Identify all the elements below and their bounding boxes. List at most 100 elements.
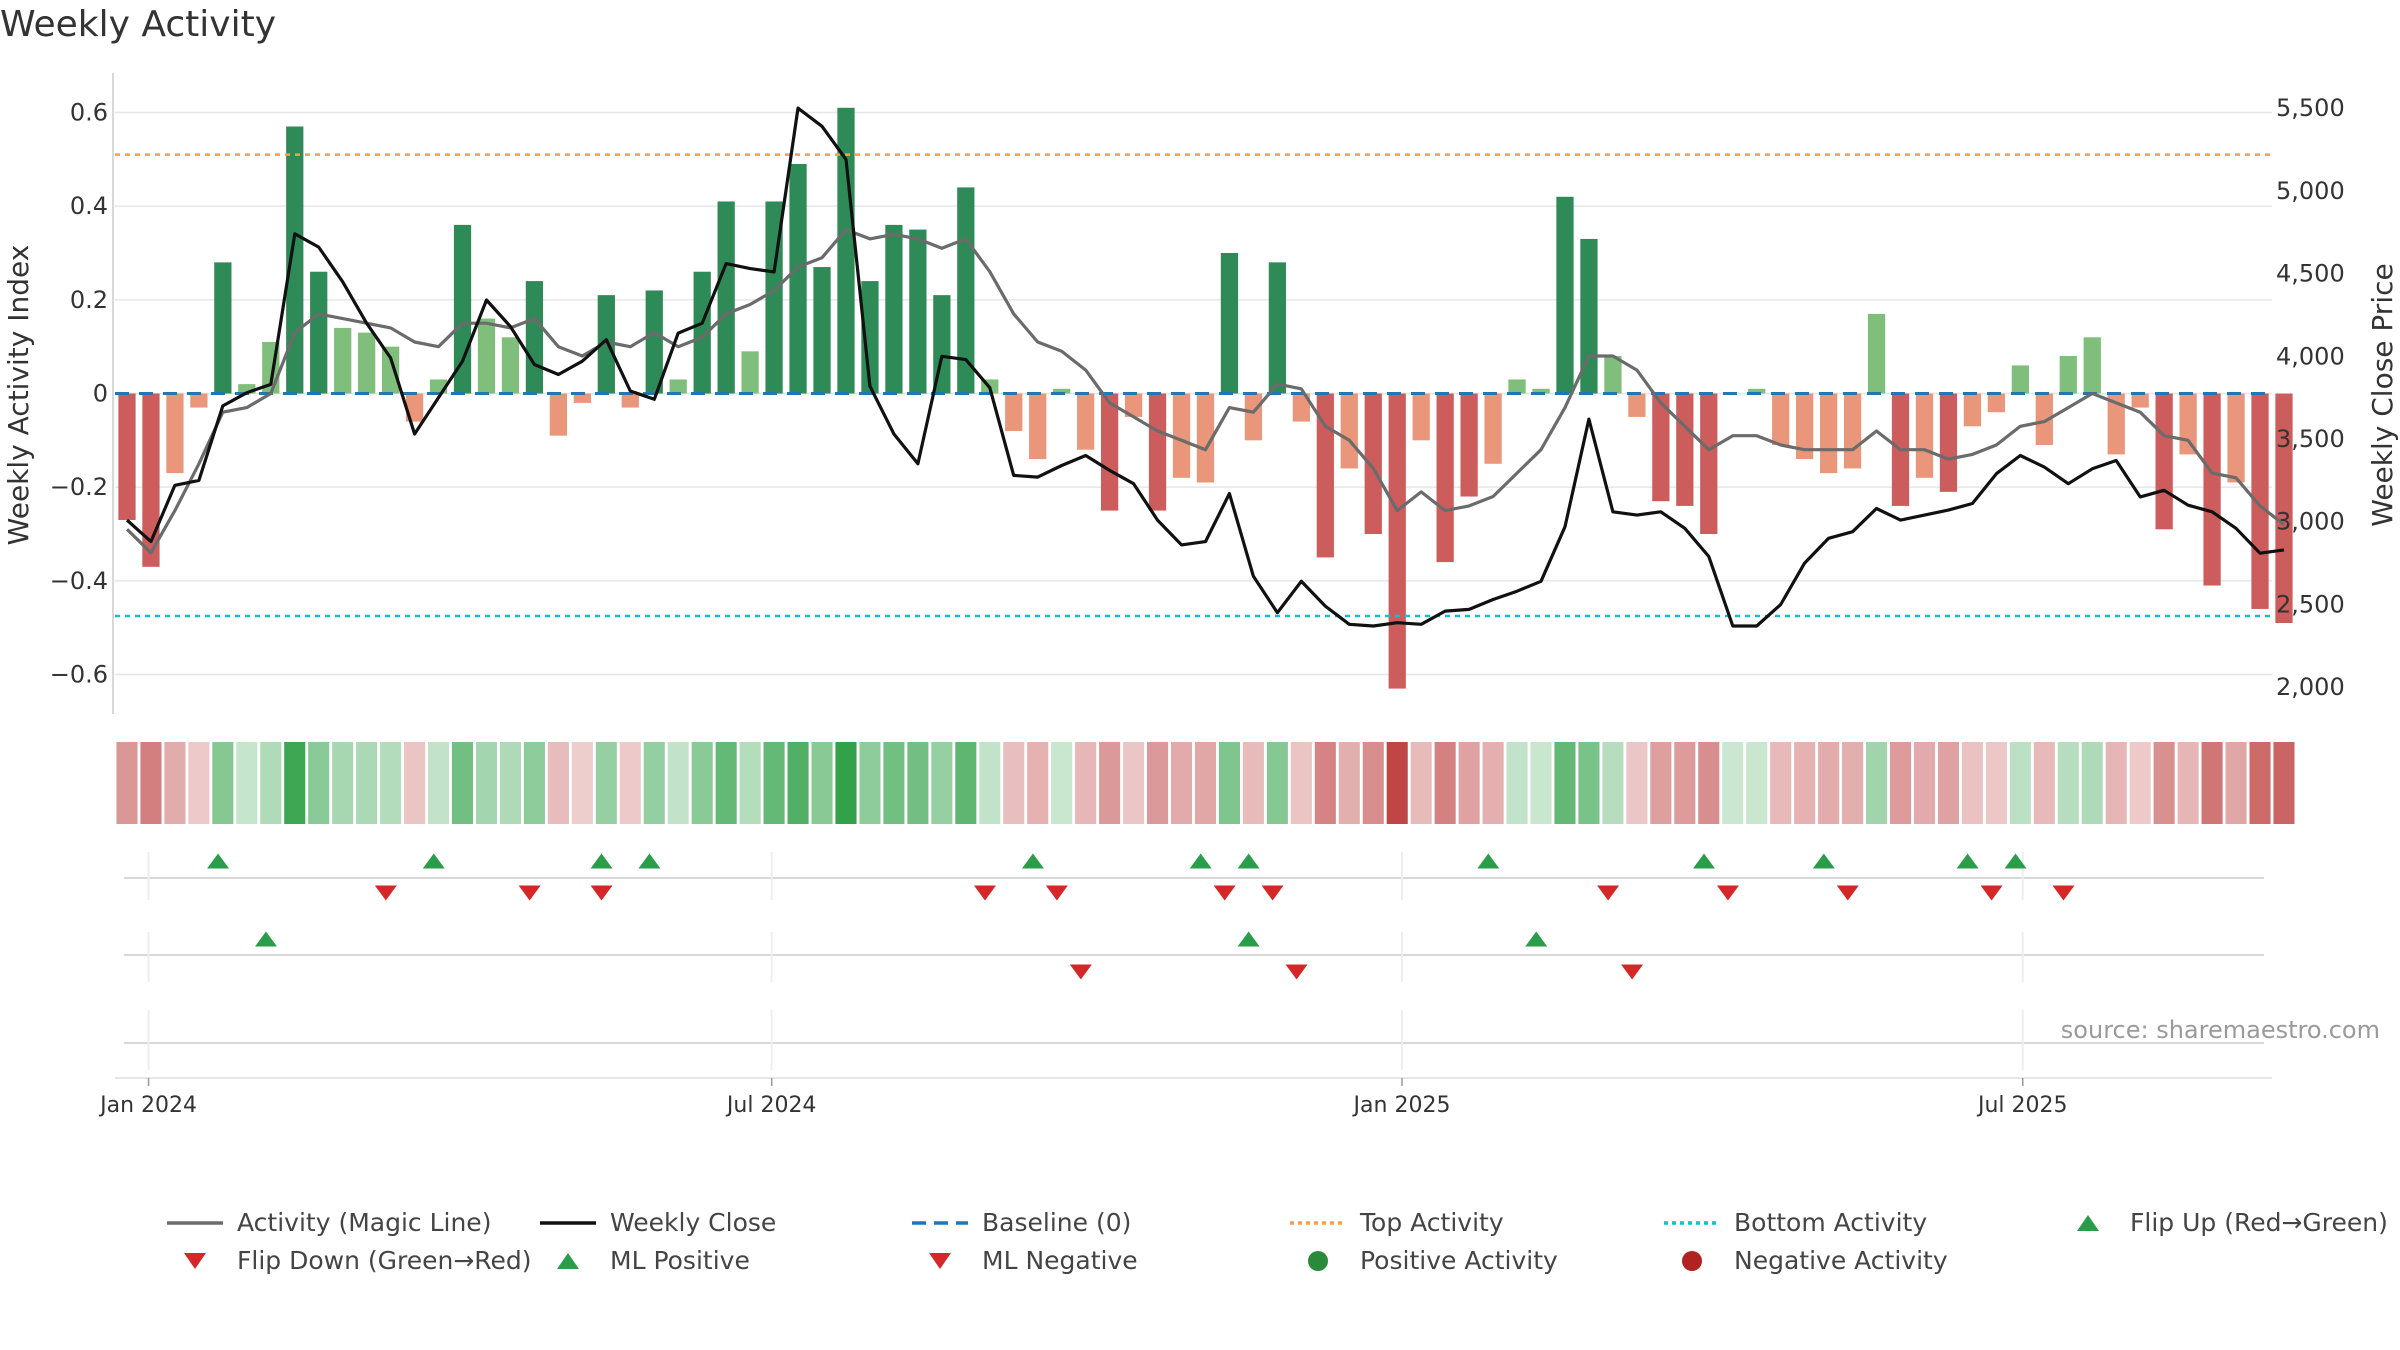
activity-bar bbox=[1628, 393, 1646, 417]
heat-cell bbox=[1482, 742, 1504, 824]
heat-cell bbox=[140, 742, 162, 824]
heat-cell bbox=[1170, 742, 1193, 824]
heat-cell bbox=[332, 742, 354, 824]
flip-down-marker bbox=[2052, 885, 2075, 901]
flip-up-marker bbox=[1237, 853, 1260, 869]
heat-cell bbox=[116, 742, 138, 824]
heat-cell bbox=[1578, 742, 1600, 824]
y-tick-label: 0.6 bbox=[70, 98, 108, 126]
heat-cell bbox=[1123, 742, 1145, 824]
heat-cell bbox=[763, 742, 785, 824]
y2-tick-label: 5,500 bbox=[2276, 94, 2345, 122]
heat-cell bbox=[2249, 742, 2271, 824]
heat-cell bbox=[188, 742, 210, 824]
heat-cell bbox=[260, 742, 282, 824]
activity-bar bbox=[1484, 393, 1502, 464]
x-tick-label: Jul 2025 bbox=[1976, 1093, 2068, 1118]
heat-cell bbox=[835, 742, 857, 824]
heat-cell bbox=[475, 742, 498, 824]
activity-bar bbox=[669, 379, 687, 394]
activity-bar bbox=[1124, 393, 1143, 417]
flip-up-marker bbox=[1189, 853, 1212, 869]
heat-strip bbox=[116, 742, 2295, 824]
activity-bar bbox=[717, 201, 735, 394]
activity-bar bbox=[358, 332, 376, 394]
activity-bar bbox=[381, 346, 400, 394]
activity-bar bbox=[238, 384, 256, 394]
activity-bar bbox=[2131, 393, 2149, 408]
activity-bar bbox=[2203, 393, 2221, 586]
flip-down-marker bbox=[973, 885, 996, 901]
heat-cell bbox=[428, 742, 450, 824]
activity-bar bbox=[2011, 365, 2029, 394]
heat-cell bbox=[523, 742, 545, 824]
heat-cell bbox=[1386, 742, 1408, 824]
activity-bar bbox=[1244, 393, 1263, 441]
activity-bar bbox=[1388, 393, 1406, 689]
activity-bar bbox=[1412, 393, 1430, 441]
heat-cell bbox=[595, 742, 617, 824]
activity-bar bbox=[1005, 393, 1023, 431]
activity-bar bbox=[2227, 393, 2245, 483]
activity-bar bbox=[2251, 393, 2269, 609]
heat-cell bbox=[1985, 742, 2007, 824]
activity-bar bbox=[118, 393, 136, 520]
heat-cell bbox=[1602, 742, 1624, 824]
heat-cell bbox=[2153, 742, 2175, 824]
heat-cell bbox=[2081, 742, 2103, 824]
activity-bar bbox=[1772, 393, 1790, 446]
heat-cell bbox=[212, 742, 234, 824]
heat-cell bbox=[1698, 742, 1720, 824]
magic-line bbox=[125, 228, 2285, 555]
activity-bar bbox=[1364, 393, 1382, 535]
heat-cell bbox=[1746, 742, 1768, 824]
heat-cell bbox=[1770, 742, 1792, 824]
activity-bar bbox=[813, 267, 831, 394]
heat-cell bbox=[2225, 742, 2247, 824]
heat-cell bbox=[1147, 742, 1169, 824]
activity-bar bbox=[190, 393, 208, 408]
x-tick-label: Jul 2024 bbox=[725, 1093, 817, 1118]
heat-cell bbox=[1027, 742, 1049, 824]
heat-cell bbox=[2057, 742, 2079, 824]
activity-bar bbox=[837, 107, 855, 394]
heat-cell bbox=[1554, 742, 1576, 824]
heat-cell bbox=[1410, 742, 1432, 824]
activity-bar bbox=[1939, 393, 1958, 492]
flip-down-marker bbox=[1836, 885, 1859, 901]
activity-bars bbox=[118, 107, 2293, 689]
activity-bar bbox=[1148, 393, 1167, 511]
activity-bar bbox=[501, 337, 520, 394]
activity-bar bbox=[621, 393, 639, 408]
activity-bar bbox=[405, 393, 424, 422]
activity-bar bbox=[166, 393, 184, 474]
activity-bar bbox=[214, 262, 232, 394]
heat-cell bbox=[1506, 742, 1528, 824]
heat-cell bbox=[955, 742, 977, 824]
activity-bar bbox=[477, 318, 496, 394]
flip-down-marker bbox=[1716, 885, 1739, 901]
y2-tick-label: 5,000 bbox=[2276, 177, 2345, 205]
y-tick-label: −0.2 bbox=[50, 473, 108, 501]
activity-bar bbox=[310, 271, 328, 394]
activity-bar bbox=[2275, 393, 2293, 624]
flip-up-marker bbox=[1021, 853, 1044, 869]
heat-cell bbox=[883, 742, 905, 824]
y2-tick-label: 2,500 bbox=[2276, 590, 2345, 618]
activity-bar bbox=[909, 229, 927, 394]
activity-bar bbox=[1053, 388, 1071, 394]
heat-cell bbox=[1722, 742, 1744, 824]
ml-negative-marker bbox=[1285, 964, 1308, 980]
heat-cell bbox=[2201, 742, 2223, 824]
activity-bar bbox=[286, 126, 304, 394]
signal-markers bbox=[124, 852, 2264, 1070]
ml-positive-marker bbox=[1237, 931, 1260, 947]
heat-cell bbox=[1842, 742, 1864, 824]
flip-up-marker bbox=[1956, 853, 1979, 869]
heat-cell bbox=[236, 742, 258, 824]
flip-up-marker bbox=[638, 853, 661, 869]
y-tick-label: −0.4 bbox=[50, 567, 108, 595]
heat-cell bbox=[739, 742, 761, 824]
heat-cell bbox=[571, 742, 593, 824]
activity-bar bbox=[741, 351, 759, 394]
